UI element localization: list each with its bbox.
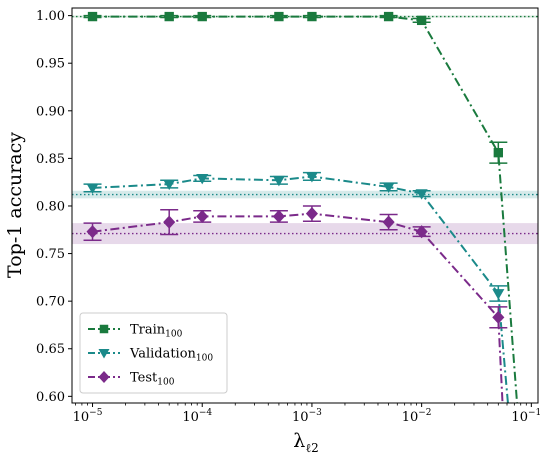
legend-item-validation: Validation100 bbox=[88, 347, 213, 364]
legend-item-train: Train100 bbox=[88, 323, 183, 340]
x-axis-title-base: λ bbox=[293, 430, 305, 452]
data-point-triangle bbox=[86, 183, 99, 194]
data-point-triangle bbox=[492, 289, 505, 300]
data-point-triangle bbox=[305, 172, 318, 183]
y-tick-label: 0.85 bbox=[36, 152, 65, 167]
y-tick-label: 0.65 bbox=[36, 342, 65, 357]
legend-label: Validation100 bbox=[129, 347, 213, 364]
data-point-diamond bbox=[305, 206, 318, 221]
y-tick-label: 0.70 bbox=[36, 295, 65, 310]
y-axis-title: Top-1 accuracy bbox=[4, 132, 26, 278]
data-point-square bbox=[383, 11, 394, 22]
data-point-square bbox=[416, 15, 427, 26]
legend-label: Test100 bbox=[130, 371, 175, 388]
series-layer bbox=[83, 11, 519, 403]
x-tick-label: 10−5 bbox=[73, 408, 103, 425]
legend-box bbox=[79, 312, 228, 394]
data-point-diamond bbox=[415, 225, 428, 239]
y-tick-label: 0.95 bbox=[36, 57, 65, 72]
data-point-square bbox=[307, 11, 317, 22]
y-tick-label: 0.90 bbox=[36, 104, 65, 119]
legend-label: Train100 bbox=[130, 323, 183, 340]
x-tick-label: 10−1 bbox=[511, 408, 541, 425]
data-point-diamond bbox=[382, 215, 395, 229]
data-point-diamond bbox=[272, 209, 285, 224]
series-test bbox=[83, 205, 508, 403]
data-point-diamond bbox=[98, 371, 110, 383]
y-tick-label: 0.60 bbox=[36, 390, 65, 405]
baseline-bands bbox=[72, 15, 538, 245]
x-tick-label: 10−3 bbox=[292, 408, 322, 425]
data-point-square bbox=[274, 11, 284, 22]
data-point-triangle bbox=[272, 175, 285, 187]
data-point-diamond bbox=[163, 215, 176, 229]
series-validation bbox=[83, 171, 509, 403]
data-point-diamond bbox=[492, 310, 505, 324]
x-axis-title-sub: ℓ2 bbox=[305, 441, 318, 455]
y-tick-label: 1.00 bbox=[36, 9, 65, 24]
data-point-triangle bbox=[382, 182, 395, 193]
y-tick-label: 0.75 bbox=[36, 247, 65, 262]
legend: Train100 Validation100 Test100 bbox=[79, 312, 228, 394]
data-point-triangle bbox=[415, 189, 428, 200]
data-point-square bbox=[197, 11, 207, 22]
data-point-square bbox=[87, 11, 98, 22]
data-point-square bbox=[493, 147, 503, 158]
y-axis: 0.60 0.65 0.70 0.75 0.80 0.85 0.90 0.95 1.00 bbox=[36, 9, 72, 405]
legend-item-test: Test100 bbox=[88, 371, 175, 388]
data-point-square bbox=[164, 11, 174, 22]
data-point-triangle bbox=[196, 173, 209, 185]
series-train bbox=[83, 11, 519, 403]
data-point-triangle bbox=[98, 349, 110, 359]
x-tick-label: 10−4 bbox=[182, 408, 212, 425]
data-point-triangle bbox=[163, 179, 176, 191]
x-axis-title: λℓ2 bbox=[293, 430, 318, 455]
y-tick-label: 0.80 bbox=[36, 199, 65, 214]
data-point-square bbox=[99, 324, 109, 334]
baseline-lines bbox=[72, 15, 538, 235]
x-axis: 10−5 10−4 10−3 10−2 10−1 bbox=[73, 403, 541, 425]
x-tick-label: 10−2 bbox=[402, 408, 432, 425]
data-point-diamond bbox=[196, 209, 209, 224]
data-point-diamond bbox=[86, 225, 99, 239]
